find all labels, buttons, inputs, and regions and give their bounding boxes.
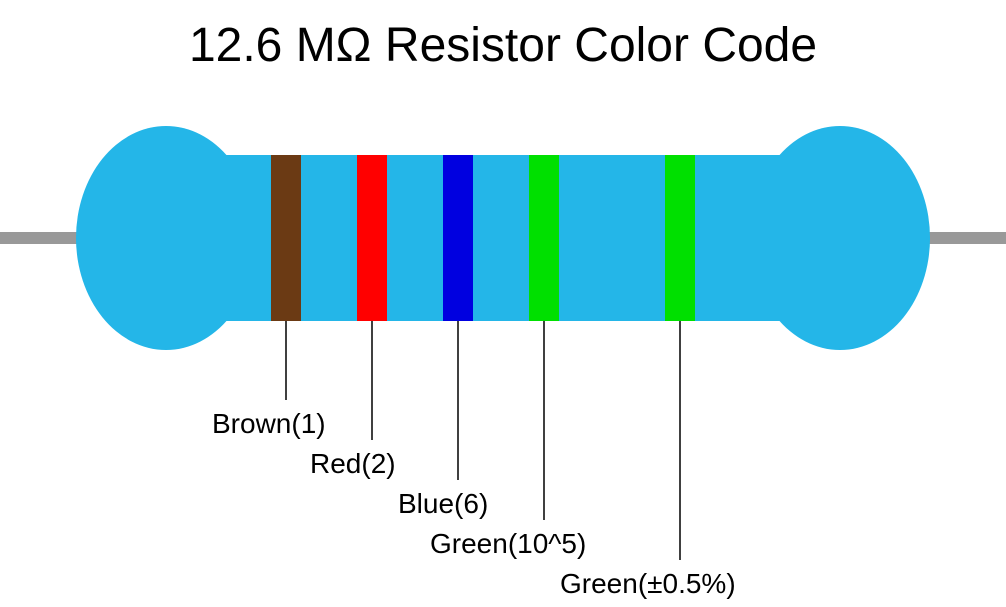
band-3 bbox=[443, 155, 473, 321]
band-3-label: Blue(6) bbox=[398, 488, 488, 520]
band-2-label: Red(2) bbox=[310, 448, 396, 480]
band-5 bbox=[665, 155, 695, 321]
band-4 bbox=[529, 155, 559, 321]
resistor-diagram bbox=[0, 0, 1006, 607]
band-2 bbox=[357, 155, 387, 321]
filler-right bbox=[796, 155, 828, 321]
band-1 bbox=[271, 155, 301, 321]
filler-left bbox=[178, 155, 210, 321]
band-4-label: Green(10^5) bbox=[430, 528, 586, 560]
band-5-label: Green(±0.5%) bbox=[560, 568, 736, 600]
band-1-label: Brown(1) bbox=[212, 408, 326, 440]
